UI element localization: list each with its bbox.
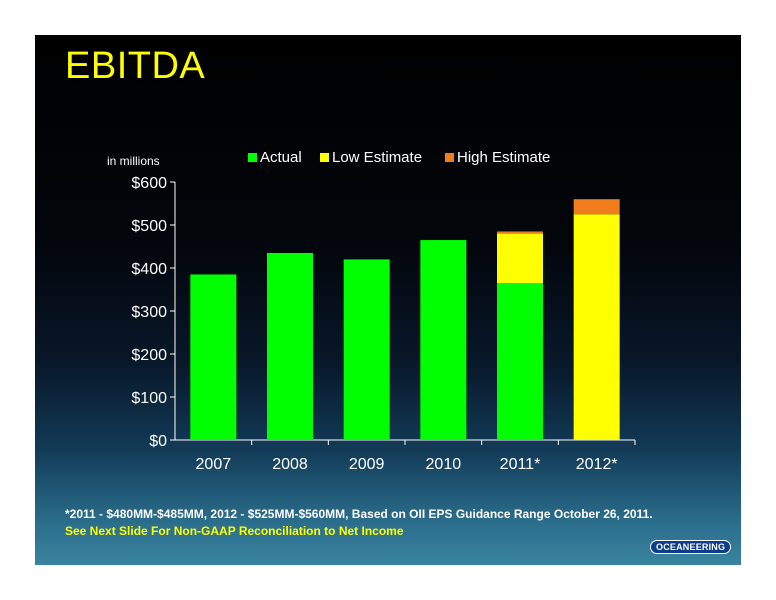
legend-label-low: Low Estimate — [332, 149, 423, 166]
bar-actual-2009 — [343, 259, 390, 440]
legend-swatch-actual — [248, 153, 257, 162]
y-tick-label: $200 — [131, 347, 167, 364]
y-tick-label: $100 — [131, 390, 167, 407]
slide-title: EBITDA — [65, 45, 206, 87]
bar-high-2012 — [573, 199, 620, 215]
x-tick-label: 2007 — [196, 456, 232, 473]
y-tick-label: $600 — [131, 175, 167, 192]
bar-actual-2007 — [190, 274, 237, 440]
footnote: *2011 - $480MM-$485MM, 2012 - $525MM-$56… — [65, 507, 653, 521]
x-tick-label: 2009 — [349, 456, 385, 473]
y-tick-label: $500 — [131, 218, 167, 235]
unit-note: in millions — [107, 154, 160, 168]
y-tick-label: $400 — [131, 261, 167, 278]
x-tick-label: 2011* — [500, 456, 541, 473]
bar-actual-2010 — [420, 240, 467, 440]
y-tick-label: $300 — [131, 304, 167, 321]
x-tick-label: 2008 — [272, 456, 308, 473]
bar-high-2011 — [497, 231, 543, 234]
legend-high: High Estimate — [445, 149, 550, 166]
x-tick-label: 2012* — [576, 456, 618, 473]
legend-actual: Actual — [248, 149, 302, 166]
legend-swatch-low — [320, 153, 329, 162]
x-tick-label: 2010 — [426, 456, 462, 473]
oceaneering-logo: OCEANEERING — [650, 540, 732, 554]
slide: EBITDA in millions Actual Low Estimate H… — [35, 35, 741, 565]
bar-actual-2011 — [497, 283, 543, 440]
legend-label-high: High Estimate — [457, 149, 551, 166]
reconciliation-note: See Next Slide For Non-GAAP Reconciliati… — [65, 524, 404, 538]
legend-label-actual: Actual — [260, 149, 302, 166]
bar-actual-2008 — [267, 252, 313, 440]
y-tick-label: $0 — [149, 433, 167, 450]
bar-low-2012 — [573, 214, 620, 440]
legend-swatch-high — [445, 153, 454, 162]
ebitda-chart: $0 $100 $200 $300 $400 $500 $600 2007 2008 2009 20… — [131, 175, 636, 473]
bar-low-2011 — [497, 233, 543, 284]
legend-low: Low Estimate — [320, 149, 422, 166]
